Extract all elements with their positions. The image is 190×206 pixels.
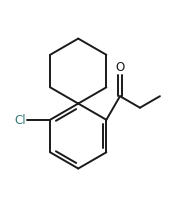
Text: O: O (115, 60, 125, 73)
Text: Cl: Cl (14, 114, 26, 127)
